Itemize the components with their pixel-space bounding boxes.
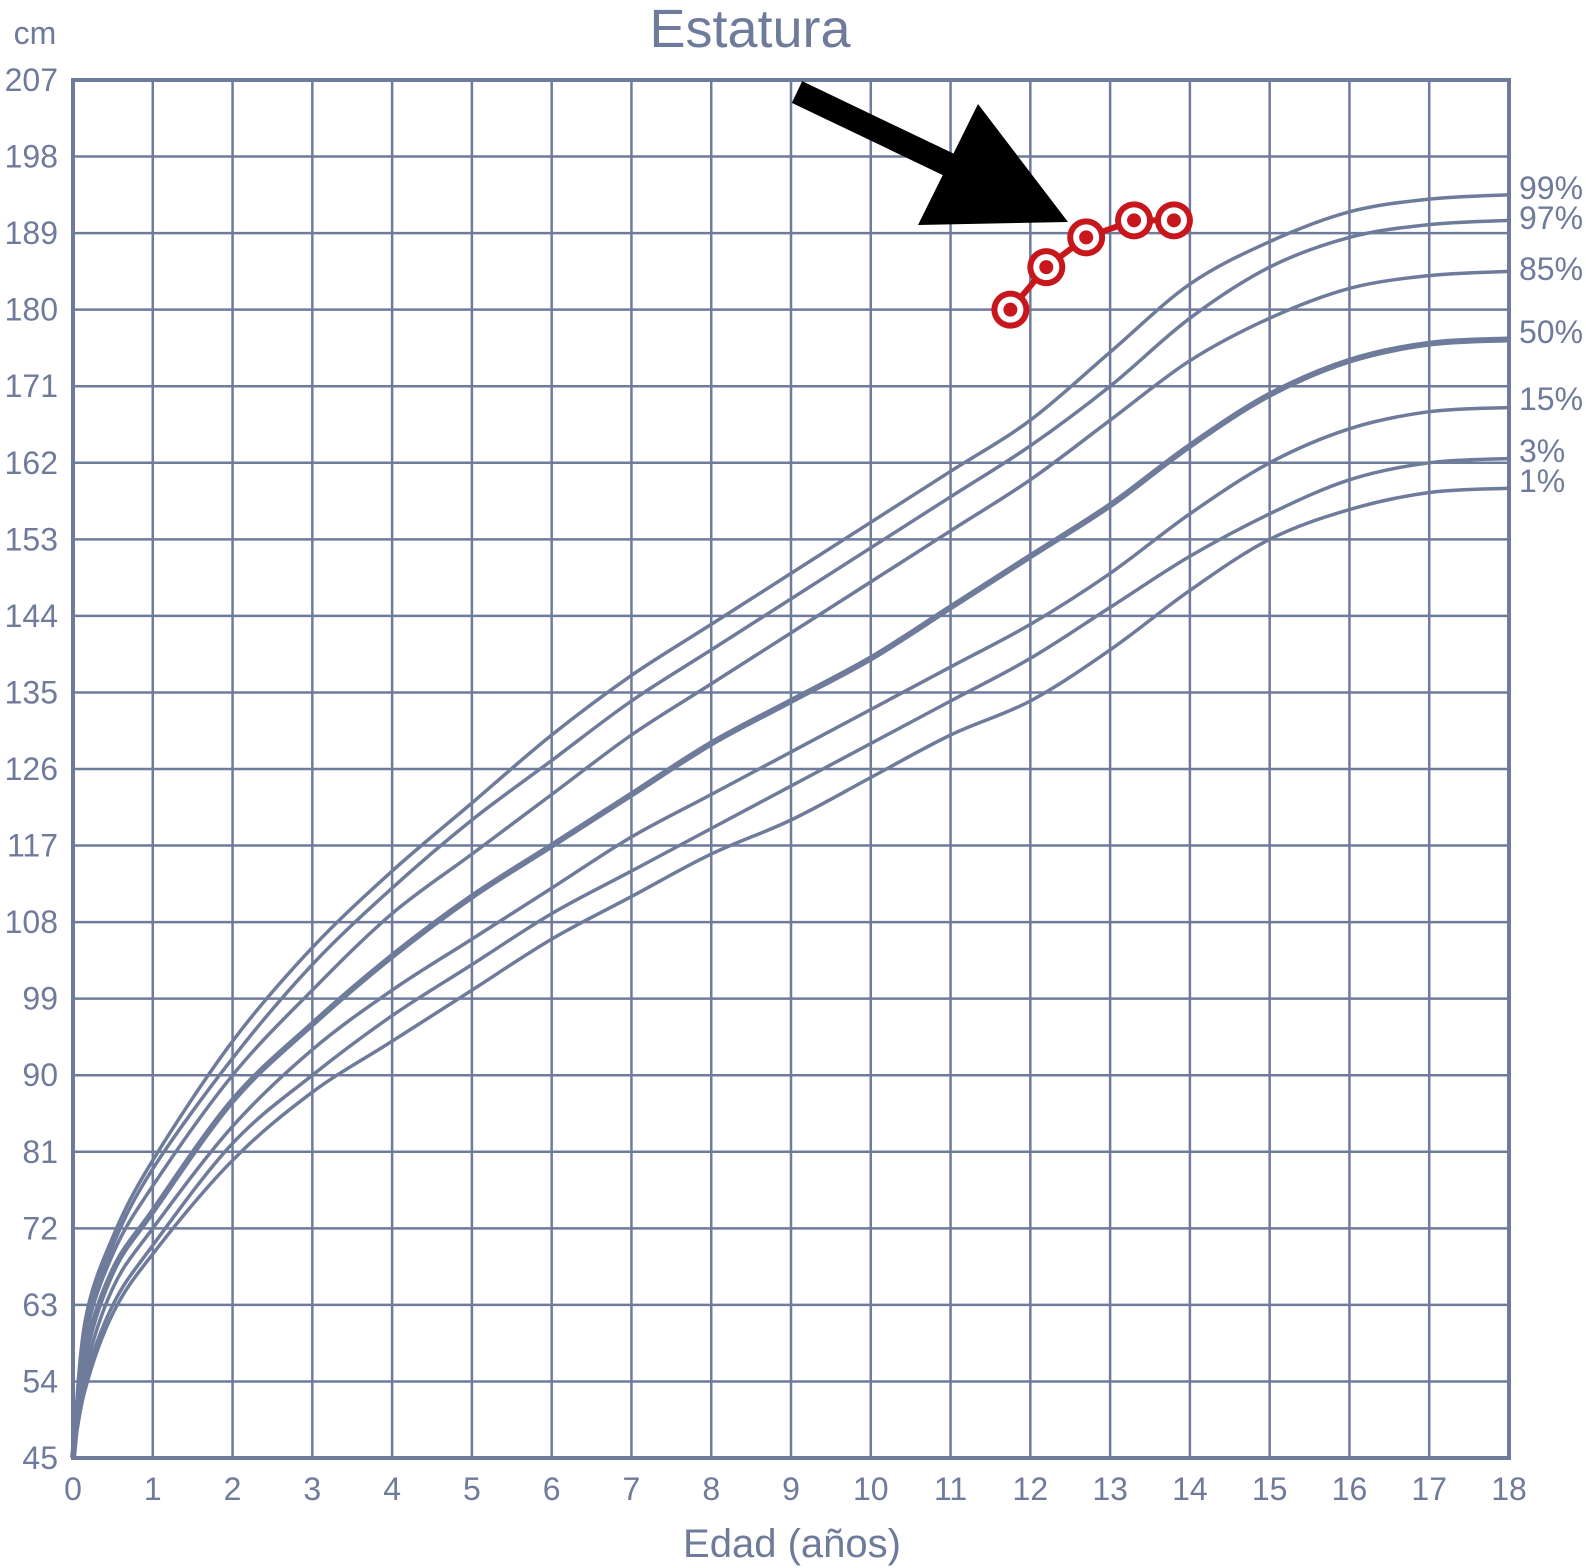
percentile-curve-15 [71, 405, 1510, 1459]
y-tick-label: 162 [5, 445, 58, 481]
x-tick-label: 13 [1092, 1471, 1128, 1507]
y-tick-label: 54 [22, 1363, 58, 1399]
percentile-curve-3 [71, 456, 1510, 1459]
percentile-curve-50 [70, 336, 1510, 1459]
percentile-label-50: 50% [1519, 314, 1583, 350]
percentile-label-3: 3% [1519, 433, 1565, 469]
x-tick-label: 0 [64, 1471, 82, 1507]
percentile-curve-85 [71, 269, 1510, 1459]
grid-lines [73, 80, 1509, 1458]
x-tick-label: 7 [623, 1471, 641, 1507]
y-tick-label: 99 [22, 981, 58, 1017]
x-tick-label: 18 [1491, 1471, 1527, 1507]
arrow-shaft [791, 81, 966, 181]
x-tick-label: 10 [853, 1471, 889, 1507]
percentile-label-99: 99% [1519, 170, 1583, 206]
y-tick-label: 90 [22, 1057, 58, 1093]
measurement-series [991, 201, 1193, 329]
chart-title: Estatura [649, 0, 851, 59]
measurement-point [991, 290, 1030, 329]
y-tick-label: 189 [5, 215, 58, 251]
percentile-labels: 99%97% 85% 50% 15% 3%1% [1519, 170, 1583, 499]
x-tick-label: 16 [1332, 1471, 1368, 1507]
arrow-annotation [791, 81, 1068, 225]
x-tick-label: 11 [934, 1471, 967, 1507]
y-tick-label: 81 [22, 1134, 58, 1170]
percentile-curve-99 [71, 193, 1510, 1459]
y-tick-label: 144 [5, 598, 58, 634]
y-tick-label: 117 [7, 828, 58, 864]
x-tick-label: 6 [543, 1471, 561, 1507]
y-tick-label: 198 [5, 139, 58, 175]
percentile-curves [70, 193, 1510, 1459]
x-axis-label: Edad (años) [683, 1522, 901, 1566]
y-tick-label: 72 [22, 1210, 58, 1246]
x-tick-label: 3 [303, 1471, 321, 1507]
percentile-label-15: 15% [1519, 381, 1583, 417]
y-axis-unit-label: cm [14, 15, 57, 51]
x-tick-label: 17 [1411, 1471, 1447, 1507]
x-tick-label: 14 [1172, 1471, 1208, 1507]
y-tick-label: 135 [5, 674, 58, 710]
percentile-curve-1 [71, 486, 1510, 1459]
y-tick-label: 108 [5, 904, 58, 940]
y-tick-label: 126 [5, 751, 58, 787]
x-tick-label: 15 [1252, 1471, 1288, 1507]
x-tick-label: 5 [463, 1471, 481, 1507]
y-tick-label: 45 [22, 1440, 58, 1476]
percentile-curve-97 [71, 218, 1510, 1459]
y-tick-label: 180 [5, 292, 58, 328]
x-tick-labels: 0 1 2 3 4 5 6 7 8 9 10 11 12 13 14 15 16 17 18 [64, 1471, 1527, 1507]
measurement-point [1027, 248, 1066, 287]
percentile-label-97: 97% [1519, 200, 1583, 236]
measurement-point [1115, 201, 1154, 240]
y-tick-labels: 45 54 63 72 81 90 99 108 117 126 135 144 153 162 171 18… [5, 62, 58, 1476]
x-tick-label: 9 [782, 1471, 800, 1507]
x-tick-label: 4 [383, 1471, 401, 1507]
percentile-label-85: 85% [1519, 251, 1583, 287]
x-tick-label: 12 [1013, 1471, 1049, 1507]
measurement-point [1154, 201, 1193, 240]
x-tick-label: 8 [702, 1471, 720, 1507]
x-tick-label: 1 [144, 1471, 162, 1507]
y-tick-label: 153 [5, 521, 58, 557]
percentile-label-1: 1% [1519, 463, 1565, 499]
measurement-point [1067, 218, 1106, 257]
x-tick-label: 2 [224, 1471, 242, 1507]
y-tick-label: 207 [5, 62, 58, 98]
arrow-head [918, 104, 1068, 225]
y-tick-label: 63 [22, 1287, 58, 1323]
y-tick-label: 171 [5, 368, 58, 404]
